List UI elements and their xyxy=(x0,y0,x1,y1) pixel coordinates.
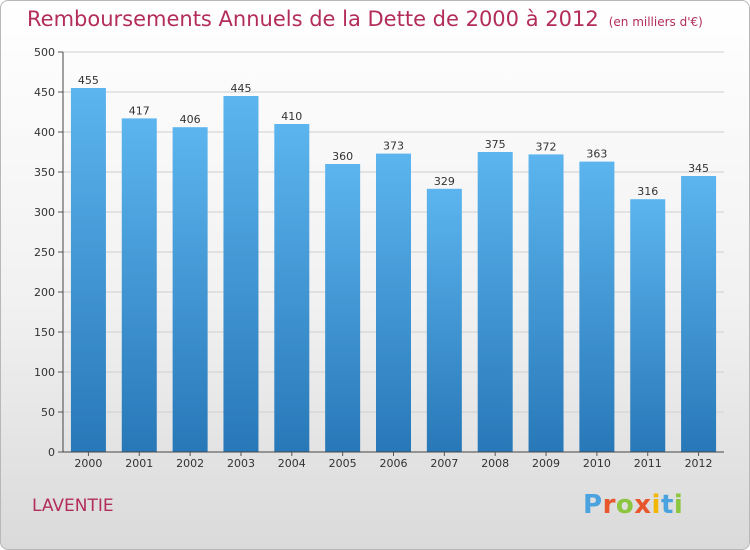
bar xyxy=(579,161,615,452)
data-label: 345 xyxy=(688,162,709,175)
x-tick-label: 2007 xyxy=(430,457,458,470)
commune-name: LAVENTIE xyxy=(32,496,114,516)
x-tick-label: 2012 xyxy=(685,457,713,470)
logo-letter: x xyxy=(634,490,652,520)
bar xyxy=(274,124,310,452)
data-label: 375 xyxy=(485,138,506,151)
y-tick-label: 350 xyxy=(34,166,55,179)
data-label: 373 xyxy=(383,140,404,153)
x-tick-label: 2004 xyxy=(278,457,306,470)
data-label: 455 xyxy=(78,74,99,87)
logo-letter: r xyxy=(602,490,616,520)
data-label: 417 xyxy=(129,104,150,117)
x-tick-label: 2009 xyxy=(532,457,560,470)
bar xyxy=(528,154,564,452)
x-tick-label: 2001 xyxy=(125,457,153,470)
data-label: 363 xyxy=(586,148,607,161)
x-tick-label: 2008 xyxy=(481,457,509,470)
bar xyxy=(223,96,259,452)
logo-letter: P xyxy=(583,490,603,520)
x-tick-label: 2000 xyxy=(74,457,102,470)
y-tick-label: 450 xyxy=(34,86,55,99)
bar xyxy=(172,127,208,452)
y-tick-label: 100 xyxy=(34,366,55,379)
logo-letter: t xyxy=(660,490,674,520)
y-tick-label: 300 xyxy=(34,206,55,219)
bar xyxy=(426,188,462,453)
logo-letter: i xyxy=(673,490,684,520)
logo-letter: o xyxy=(615,490,635,520)
bar xyxy=(325,164,361,452)
proxiti-logo[interactable]: Proxiti xyxy=(583,490,683,520)
x-tick-label: 2002 xyxy=(176,457,204,470)
y-tick-label: 250 xyxy=(34,246,55,259)
title-main: Remboursements Annuels de la Dette de 20… xyxy=(27,7,599,31)
data-label: 316 xyxy=(637,185,658,198)
chart-title: Remboursements Annuels de la Dette de 20… xyxy=(27,7,703,31)
y-tick-label: 150 xyxy=(34,326,55,339)
x-tick-label: 2003 xyxy=(227,457,255,470)
title-unit: (en milliers d'€) xyxy=(608,15,703,29)
bar xyxy=(477,152,513,452)
x-tick-label: 2011 xyxy=(634,457,662,470)
data-label: 410 xyxy=(281,110,302,123)
logo-letter: i xyxy=(651,490,661,520)
x-tick-label: 2005 xyxy=(329,457,357,470)
y-tick-label: 0 xyxy=(48,446,55,459)
bar xyxy=(70,88,106,452)
data-label: 445 xyxy=(230,82,251,95)
data-label: 406 xyxy=(180,113,201,126)
bar xyxy=(630,199,666,452)
bar xyxy=(121,118,157,453)
y-tick-label: 50 xyxy=(41,406,55,419)
data-label: 329 xyxy=(434,175,455,188)
data-label: 360 xyxy=(332,150,353,163)
x-tick-label: 2006 xyxy=(380,457,408,470)
x-tick-label: 2010 xyxy=(583,457,611,470)
data-label: 372 xyxy=(536,140,557,153)
bar xyxy=(376,153,411,452)
y-tick-label: 500 xyxy=(34,46,55,59)
bar xyxy=(681,176,717,452)
y-tick-label: 400 xyxy=(34,126,55,139)
y-tick-label: 200 xyxy=(34,286,55,299)
